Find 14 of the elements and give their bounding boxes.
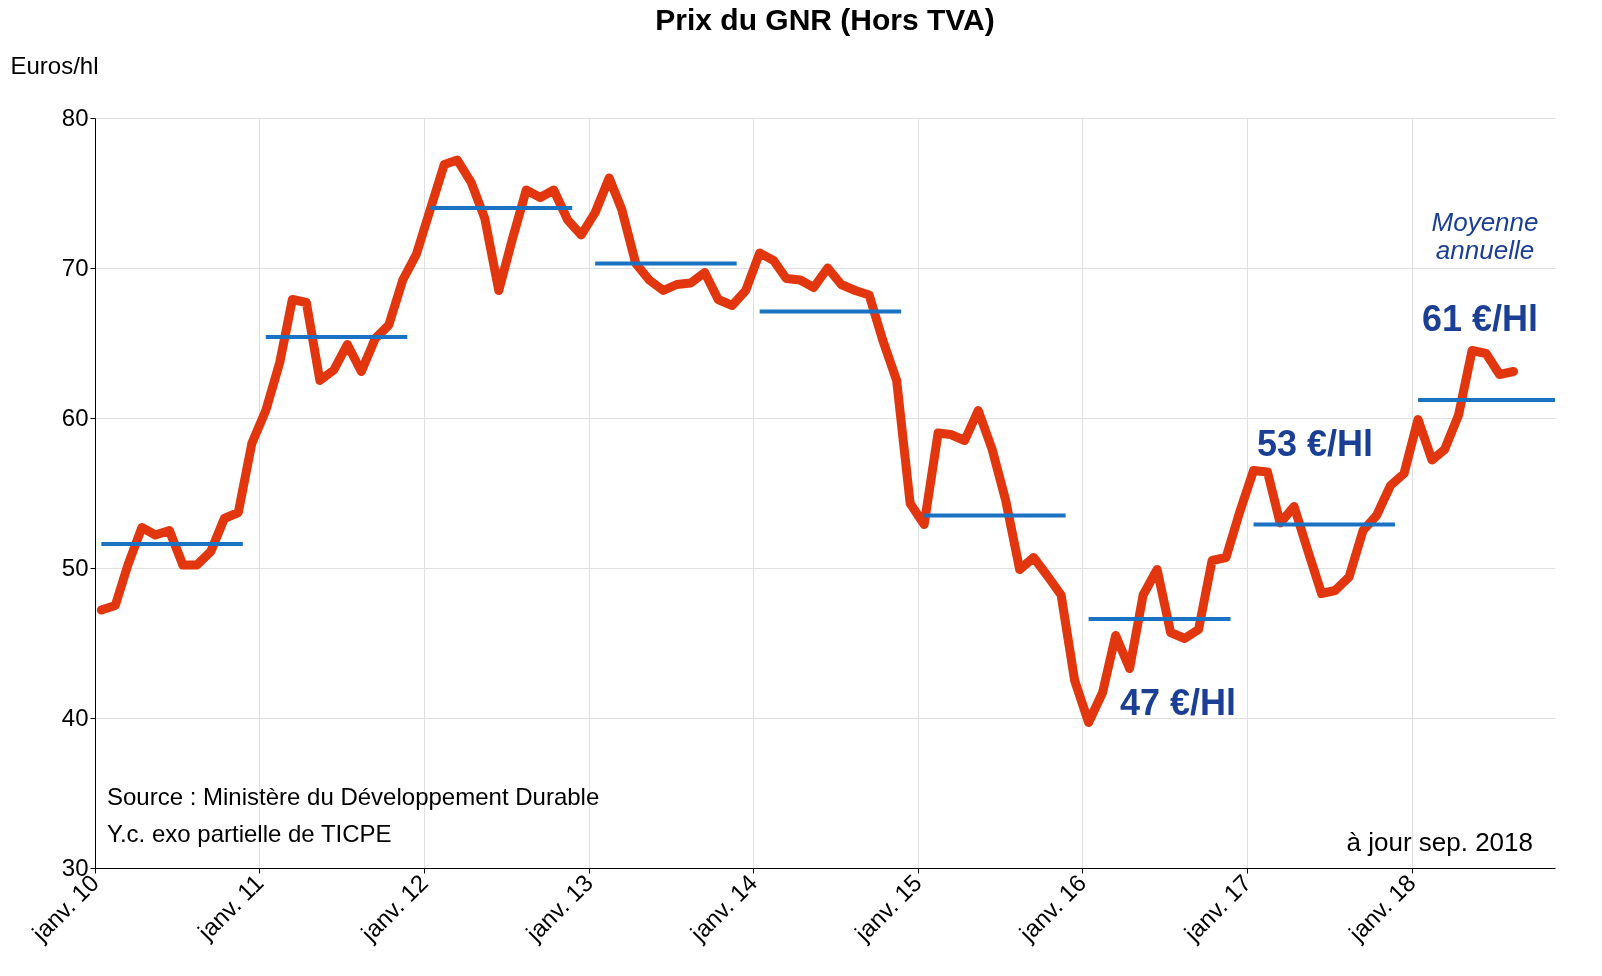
y-axis-title: Euros/hl — [10, 51, 99, 79]
annotation: Y.c. exo partielle de TICPE — [107, 820, 392, 847]
chart-title: Prix du GNR (Hors TVA) — [655, 3, 995, 36]
y-tick-label: 70 — [61, 253, 89, 281]
y-tick-label: 60 — [61, 403, 89, 431]
y-tick-label: 80 — [61, 103, 89, 131]
annotation: Moyenne annuelle — [1431, 207, 1539, 265]
annotation: Source : Ministère du Développement Durable — [107, 783, 600, 810]
y-tick-label: 40 — [61, 703, 89, 731]
annotation: à jour sep. 2018 — [1346, 827, 1533, 857]
y-tick-label: 50 — [61, 553, 89, 581]
annotation: 53 €/Hl — [1256, 423, 1374, 464]
annotation: 47 €/Hl — [1119, 682, 1237, 723]
annotation: 61 €/Hl — [1421, 298, 1539, 339]
